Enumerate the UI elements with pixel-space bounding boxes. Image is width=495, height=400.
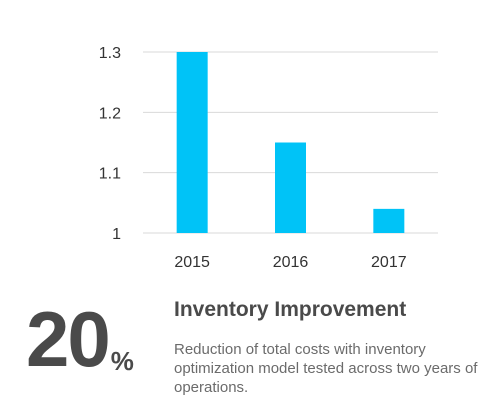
bar-2016 xyxy=(275,142,306,233)
y-tick-label: 1.2 xyxy=(99,105,121,122)
description: Reduction of total costs with inventory … xyxy=(174,341,478,396)
y-axis-ticks: 1 1.1 1.2 1.3 xyxy=(99,45,121,243)
headline: Inventory Improvement xyxy=(174,298,407,321)
bar-2017 xyxy=(373,208,405,233)
x-axis-ticks: 2015 2016 2017 xyxy=(174,254,406,271)
bar-2015 xyxy=(176,52,208,233)
y-tick-label: 1.3 xyxy=(99,45,121,62)
stat-callout: 20 % xyxy=(26,300,134,378)
x-tick-label: 2016 xyxy=(273,254,309,271)
stat-value: 20 xyxy=(26,295,111,383)
y-tick-label: 1.1 xyxy=(99,166,121,183)
bars xyxy=(176,52,405,233)
x-tick-label: 2015 xyxy=(174,254,210,271)
bar-chart: 1 1.1 1.2 1.3 2015 2016 2017 xyxy=(99,45,438,271)
stat-unit: % xyxy=(110,346,134,376)
x-tick-label: 2017 xyxy=(371,254,407,271)
y-tick-label: 1 xyxy=(112,226,121,243)
